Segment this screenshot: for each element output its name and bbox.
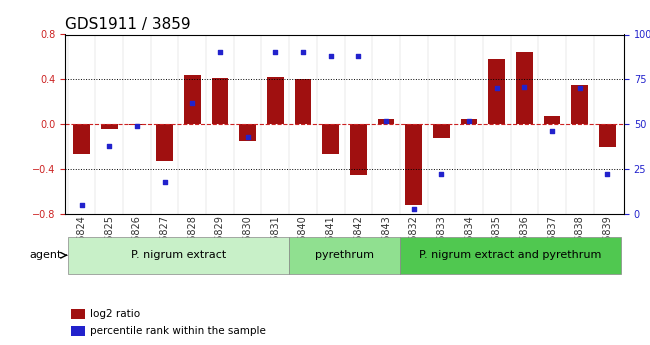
Point — [381, 118, 391, 124]
Bar — [239, 124, 256, 141]
Point — [575, 86, 585, 91]
Text: agent: agent — [30, 250, 62, 260]
Point — [242, 134, 253, 139]
Bar — [71, 309, 84, 319]
Text: log2 ratio: log2 ratio — [90, 309, 140, 319]
Text: P. nigrum extract: P. nigrum extract — [131, 250, 226, 260]
Bar — [129, 124, 145, 125]
Bar — [212, 78, 228, 124]
Bar — [156, 124, 173, 161]
Bar — [322, 124, 339, 155]
Text: pyrethrum: pyrethrum — [315, 250, 374, 260]
Point — [519, 84, 530, 89]
Bar — [488, 59, 505, 124]
Bar — [71, 326, 84, 336]
Bar — [571, 85, 588, 124]
Bar — [461, 119, 477, 124]
Bar — [433, 124, 450, 138]
Bar — [516, 52, 533, 124]
Bar — [406, 124, 422, 205]
Point — [602, 172, 612, 177]
Point — [353, 53, 363, 59]
Bar — [544, 116, 560, 124]
Point — [547, 129, 557, 134]
Bar — [599, 124, 616, 147]
Point — [270, 50, 281, 55]
Point — [214, 50, 225, 55]
Text: GDS1911 / 3859: GDS1911 / 3859 — [65, 17, 190, 32]
FancyBboxPatch shape — [400, 237, 621, 274]
FancyBboxPatch shape — [289, 237, 400, 274]
Text: percentile rank within the sample: percentile rank within the sample — [90, 326, 266, 336]
Bar — [294, 79, 311, 124]
Point — [298, 50, 308, 55]
Point — [104, 143, 114, 148]
Point — [408, 206, 419, 211]
Point — [187, 100, 198, 106]
Bar — [101, 124, 118, 129]
Bar — [267, 77, 283, 124]
Point — [159, 179, 170, 184]
Point — [132, 123, 142, 129]
Point — [436, 172, 447, 177]
Bar — [350, 124, 367, 175]
Bar — [73, 124, 90, 155]
Bar — [184, 75, 201, 124]
Point — [326, 53, 336, 59]
Bar — [378, 119, 395, 124]
Point — [77, 202, 87, 208]
Text: P. nigrum extract and pyrethrum: P. nigrum extract and pyrethrum — [419, 250, 602, 260]
Point — [491, 86, 502, 91]
FancyBboxPatch shape — [68, 237, 289, 274]
Point — [464, 118, 474, 124]
